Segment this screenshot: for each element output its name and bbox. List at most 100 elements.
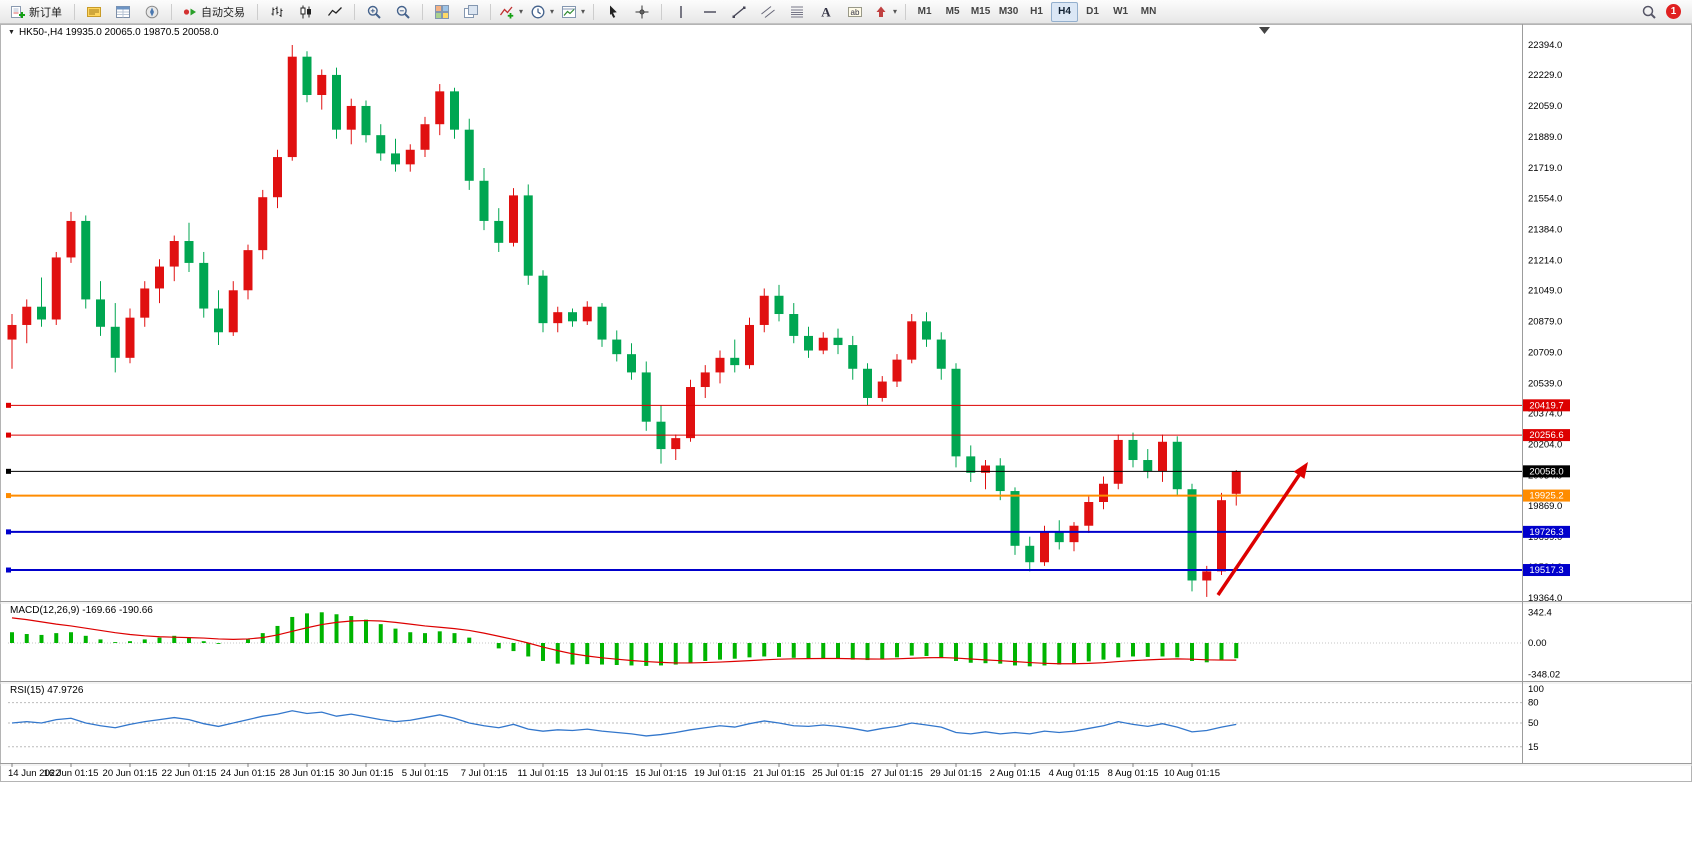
svg-text:22059.0: 22059.0 (1528, 101, 1562, 112)
line-chart-icon (327, 6, 342, 16)
macd-values: -169.66 -190.66 (82, 605, 153, 616)
svg-text:7 Jul 01:15: 7 Jul 01:15 (461, 768, 507, 779)
periods-button[interactable]: ▾ (527, 1, 557, 23)
svg-text:20879.0: 20879.0 (1528, 317, 1562, 328)
price-axis[interactable]: 22394.0 22229.0 22059.0 21889.0 21719.0 21554… (1523, 40, 1570, 753)
svg-text:A: A (821, 4, 831, 19)
svg-text:15 Jul 01:15: 15 Jul 01:15 (635, 768, 687, 779)
toolbar-separator (257, 3, 258, 20)
timeframe-m30[interactable]: M30 (998, 6, 1019, 17)
line-chart-button[interactable] (321, 1, 349, 23)
timeframe-h1[interactable]: H1 (1030, 6, 1043, 17)
text-button[interactable]: A (812, 1, 840, 23)
svg-text:20058.0: 20058.0 (1529, 466, 1563, 477)
svg-text:50: 50 (1528, 718, 1539, 729)
svg-text:20256.6: 20256.6 (1529, 430, 1563, 441)
dropdown-icon: ▾ (550, 7, 555, 16)
trend-arrow-annotation[interactable] (1216, 462, 1308, 596)
notification-badge[interactable]: 1 (1666, 4, 1681, 19)
dropdown-icon: ▾ (893, 7, 898, 16)
svg-text:4 Aug 01:15: 4 Aug 01:15 (1049, 768, 1100, 779)
symbol-ohlc-label: ▼ HK50-,H4 19935.0 20065.0 19870.5 20058.… (8, 27, 219, 38)
svg-text:28 Jun 01:15: 28 Jun 01:15 (280, 768, 335, 779)
svg-text:19364.0: 19364.0 (1528, 593, 1562, 604)
timeframe-m15[interactable]: M15 (970, 6, 991, 17)
vertical-line-button[interactable] (667, 1, 695, 23)
chart-shift-icon[interactable] (1259, 27, 1270, 34)
timeframe-mn[interactable]: MN (1140, 6, 1157, 17)
timeframe-w1[interactable]: W1 (1113, 6, 1129, 17)
trendline-button[interactable] (725, 1, 753, 23)
symbol-ohlc-text: HK50-,H4 19935.0 20065.0 19870.5 20058.0 (18, 27, 219, 38)
svg-text:100: 100 (1528, 684, 1544, 695)
templates-button[interactable]: ▾ (558, 1, 588, 23)
main-toolbar: 新订单 自动交易 ▾ ▾ ▾ A ab ▾ M1 M5 M15 M30 H1 H4 D1 W1… (0, 0, 1692, 24)
support-resistance-lines[interactable] (6, 402, 1522, 573)
indicators-button[interactable]: ▾ (496, 1, 526, 23)
search-button[interactable] (1635, 1, 1663, 23)
svg-text:20 Jun 01:15: 20 Jun 01:15 (103, 768, 158, 779)
navigator-icon (145, 5, 159, 18)
svg-text:20374.0: 20374.0 (1528, 409, 1562, 420)
svg-text:19726.3: 19726.3 (1529, 527, 1563, 538)
text-label-icon: ab (848, 6, 863, 17)
rsi-name: RSI(15) (10, 685, 45, 696)
svg-text:10 Aug 01:15: 10 Aug 01:15 (1164, 768, 1220, 779)
bar-chart-icon (271, 6, 283, 17)
candle-chart-icon (300, 5, 311, 18)
svg-text:5 Jul 01:15: 5 Jul 01:15 (402, 768, 448, 779)
timeframe-d1[interactable]: D1 (1086, 6, 1099, 17)
svg-text:19517.3: 19517.3 (1529, 565, 1563, 576)
svg-text:21554.0: 21554.0 (1528, 193, 1562, 204)
channel-icon (761, 5, 775, 18)
candle-chart-button[interactable] (292, 1, 320, 23)
svg-text:22 Jun 01:15: 22 Jun 01:15 (162, 768, 217, 779)
cascade-windows-button[interactable] (457, 1, 485, 23)
chart-menu-icon[interactable]: ▼ (8, 29, 15, 36)
macd-label: MACD(12,26,9) -169.66 -190.66 (10, 605, 153, 616)
new-order-button[interactable]: 新订单 (5, 1, 69, 23)
svg-text:16 Jun 01:15: 16 Jun 01:15 (44, 768, 99, 779)
arrows-icon (876, 6, 886, 17)
zoom-in-button[interactable] (360, 1, 388, 23)
toolbar-separator (171, 3, 172, 20)
data-window-button[interactable] (109, 1, 137, 23)
dropdown-icon: ▾ (581, 7, 586, 16)
cursor-button[interactable] (599, 1, 627, 23)
tile-windows-icon (435, 4, 449, 19)
svg-text:13 Jul 01:15: 13 Jul 01:15 (576, 768, 628, 779)
svg-text:20204.0: 20204.0 (1528, 440, 1562, 451)
svg-text:19869.0: 19869.0 (1528, 501, 1562, 512)
svg-text:14 Jun 2022: 14 Jun 2022 (8, 768, 60, 779)
data-window-icon (116, 5, 130, 18)
timeframe-group: M1 M5 M15 M30 H1 H4 D1 W1 MN (911, 1, 1162, 22)
svg-text:2 Aug 01:15: 2 Aug 01:15 (990, 768, 1041, 779)
text-label-button[interactable]: ab (841, 1, 869, 23)
navigator-button[interactable] (138, 1, 166, 23)
svg-text:21049.0: 21049.0 (1528, 285, 1562, 296)
tile-windows-button[interactable] (428, 1, 456, 23)
channel-button[interactable] (754, 1, 782, 23)
svg-text:25 Jul 01:15: 25 Jul 01:15 (812, 768, 864, 779)
market-watch-button[interactable] (80, 1, 108, 23)
svg-text:24 Jun 01:15: 24 Jun 01:15 (221, 768, 276, 779)
crosshair-button[interactable] (628, 1, 656, 23)
fibonacci-button[interactable] (783, 1, 811, 23)
bar-chart-button[interactable] (263, 1, 291, 23)
svg-text:20709.0: 20709.0 (1528, 348, 1562, 359)
toolbar-separator (354, 3, 355, 20)
autotrading-button[interactable]: 自动交易 (177, 1, 252, 23)
horizontal-line-button[interactable] (696, 1, 724, 23)
zoom-in-icon (367, 5, 381, 19)
timeframe-m1[interactable]: M1 (917, 6, 932, 17)
zoom-out-button[interactable] (389, 1, 417, 23)
timeframe-h4[interactable]: H4 (1051, 1, 1079, 22)
arrows-button[interactable]: ▾ (870, 1, 900, 23)
svg-text:21214.0: 21214.0 (1528, 255, 1562, 266)
zoom-out-icon (396, 5, 410, 19)
dropdown-icon: ▾ (519, 7, 524, 16)
crosshair-icon (635, 5, 649, 18)
timeframe-m5[interactable]: M5 (945, 6, 960, 17)
